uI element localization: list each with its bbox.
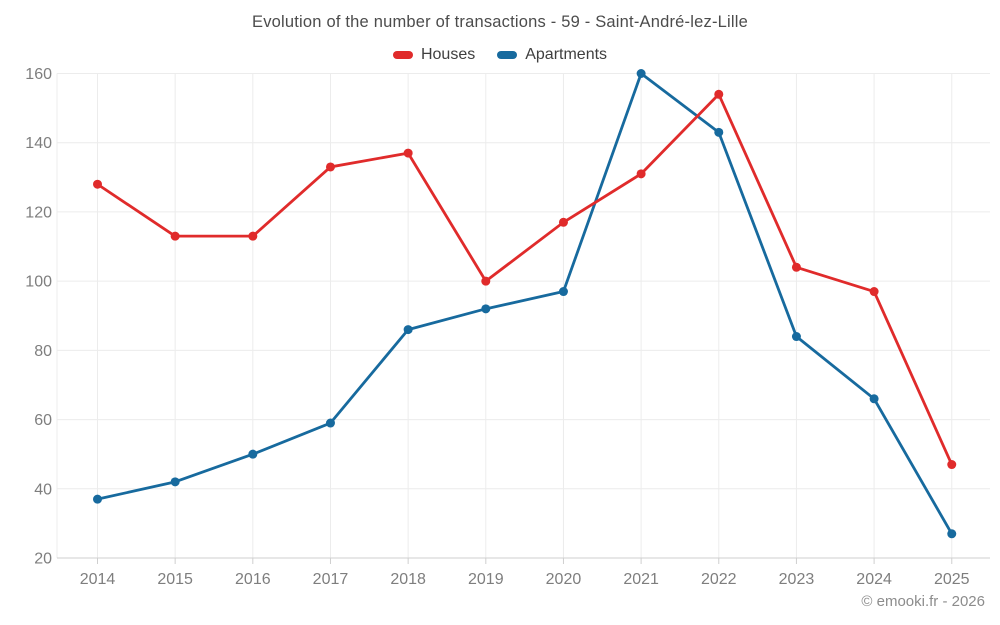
x-axis-tick-label: 2020 (546, 571, 582, 588)
x-axis-tick-label: 2014 (80, 571, 116, 588)
houses-point-2022[interactable] (714, 89, 724, 99)
x-axis-tick-label: 2016 (235, 571, 271, 588)
apartments-point-2015[interactable] (170, 477, 180, 487)
x-axis-tick-label: 2017 (313, 571, 349, 588)
x-axis-tick-label: 2024 (856, 571, 892, 588)
houses-point-2019[interactable] (481, 276, 491, 286)
apartments-point-2019[interactable] (481, 304, 491, 314)
x-axis-tick-label: 2023 (779, 571, 815, 588)
houses-point-2021[interactable] (636, 169, 646, 179)
apartments-series-line (96, 72, 954, 536)
apartments-point-2022[interactable] (714, 127, 724, 137)
y-axis-tick-label: 20 (34, 551, 52, 568)
houses-legend-swatch-icon (392, 51, 413, 59)
y-axis-tick-label: 40 (34, 481, 52, 498)
houses-series-line (96, 92, 954, 466)
legend-item-apartments[interactable]: Apartments (497, 46, 607, 64)
houses-point-2024[interactable] (869, 287, 879, 297)
houses-point-2023[interactable] (791, 262, 801, 272)
houses-legend-label: Houses (420, 46, 476, 63)
apartments-point-2025[interactable] (947, 529, 957, 539)
y-axis-tick-label: 120 (25, 204, 52, 221)
houses-point-2025[interactable] (947, 460, 957, 470)
apartments-legend-label: Apartments (525, 46, 608, 63)
houses-point-2014[interactable] (93, 179, 102, 189)
houses-point-2015[interactable] (170, 231, 180, 241)
houses-point-2017[interactable] (325, 162, 335, 172)
y-axis-tick-label: 140 (25, 135, 52, 152)
x-axis-tick-label: 2019 (468, 571, 504, 588)
y-axis-tick-label: 60 (34, 412, 52, 429)
x-axis-tick-label: 2022 (701, 571, 737, 588)
houses-point-2020[interactable] (558, 217, 568, 227)
apartments-point-2023[interactable] (791, 332, 801, 342)
copyright-footer: © emooki.fr - 2026 (861, 593, 985, 610)
legend: Houses Apartments (0, 46, 1000, 64)
apartments-point-2018[interactable] (403, 325, 413, 335)
x-axis-tick-label: 2021 (623, 571, 659, 588)
apartments-point-2024[interactable] (869, 394, 879, 404)
apartments-point-2016[interactable] (248, 449, 258, 459)
houses-point-2016[interactable] (248, 231, 258, 241)
y-axis-tick-label: 100 (25, 274, 52, 291)
legend-item-houses[interactable]: Houses (392, 46, 476, 64)
apartments-point-2021[interactable] (636, 69, 646, 78)
houses-point-2018[interactable] (403, 148, 413, 158)
y-axis-tick-label: 160 (25, 66, 52, 83)
x-axis-tick-label: 2025 (934, 571, 970, 588)
y-axis-tick-label: 80 (34, 343, 52, 360)
apartments-point-2017[interactable] (325, 418, 335, 428)
chart-title: Evolution of the number of transactions … (251, 13, 748, 31)
apartments-point-2014[interactable] (93, 494, 102, 504)
apartments-point-2020[interactable] (558, 287, 568, 297)
apartments-legend-swatch-icon (497, 51, 518, 59)
x-axis-tick-label: 2015 (157, 571, 193, 588)
x-axis-tick-label: 2018 (390, 571, 426, 588)
